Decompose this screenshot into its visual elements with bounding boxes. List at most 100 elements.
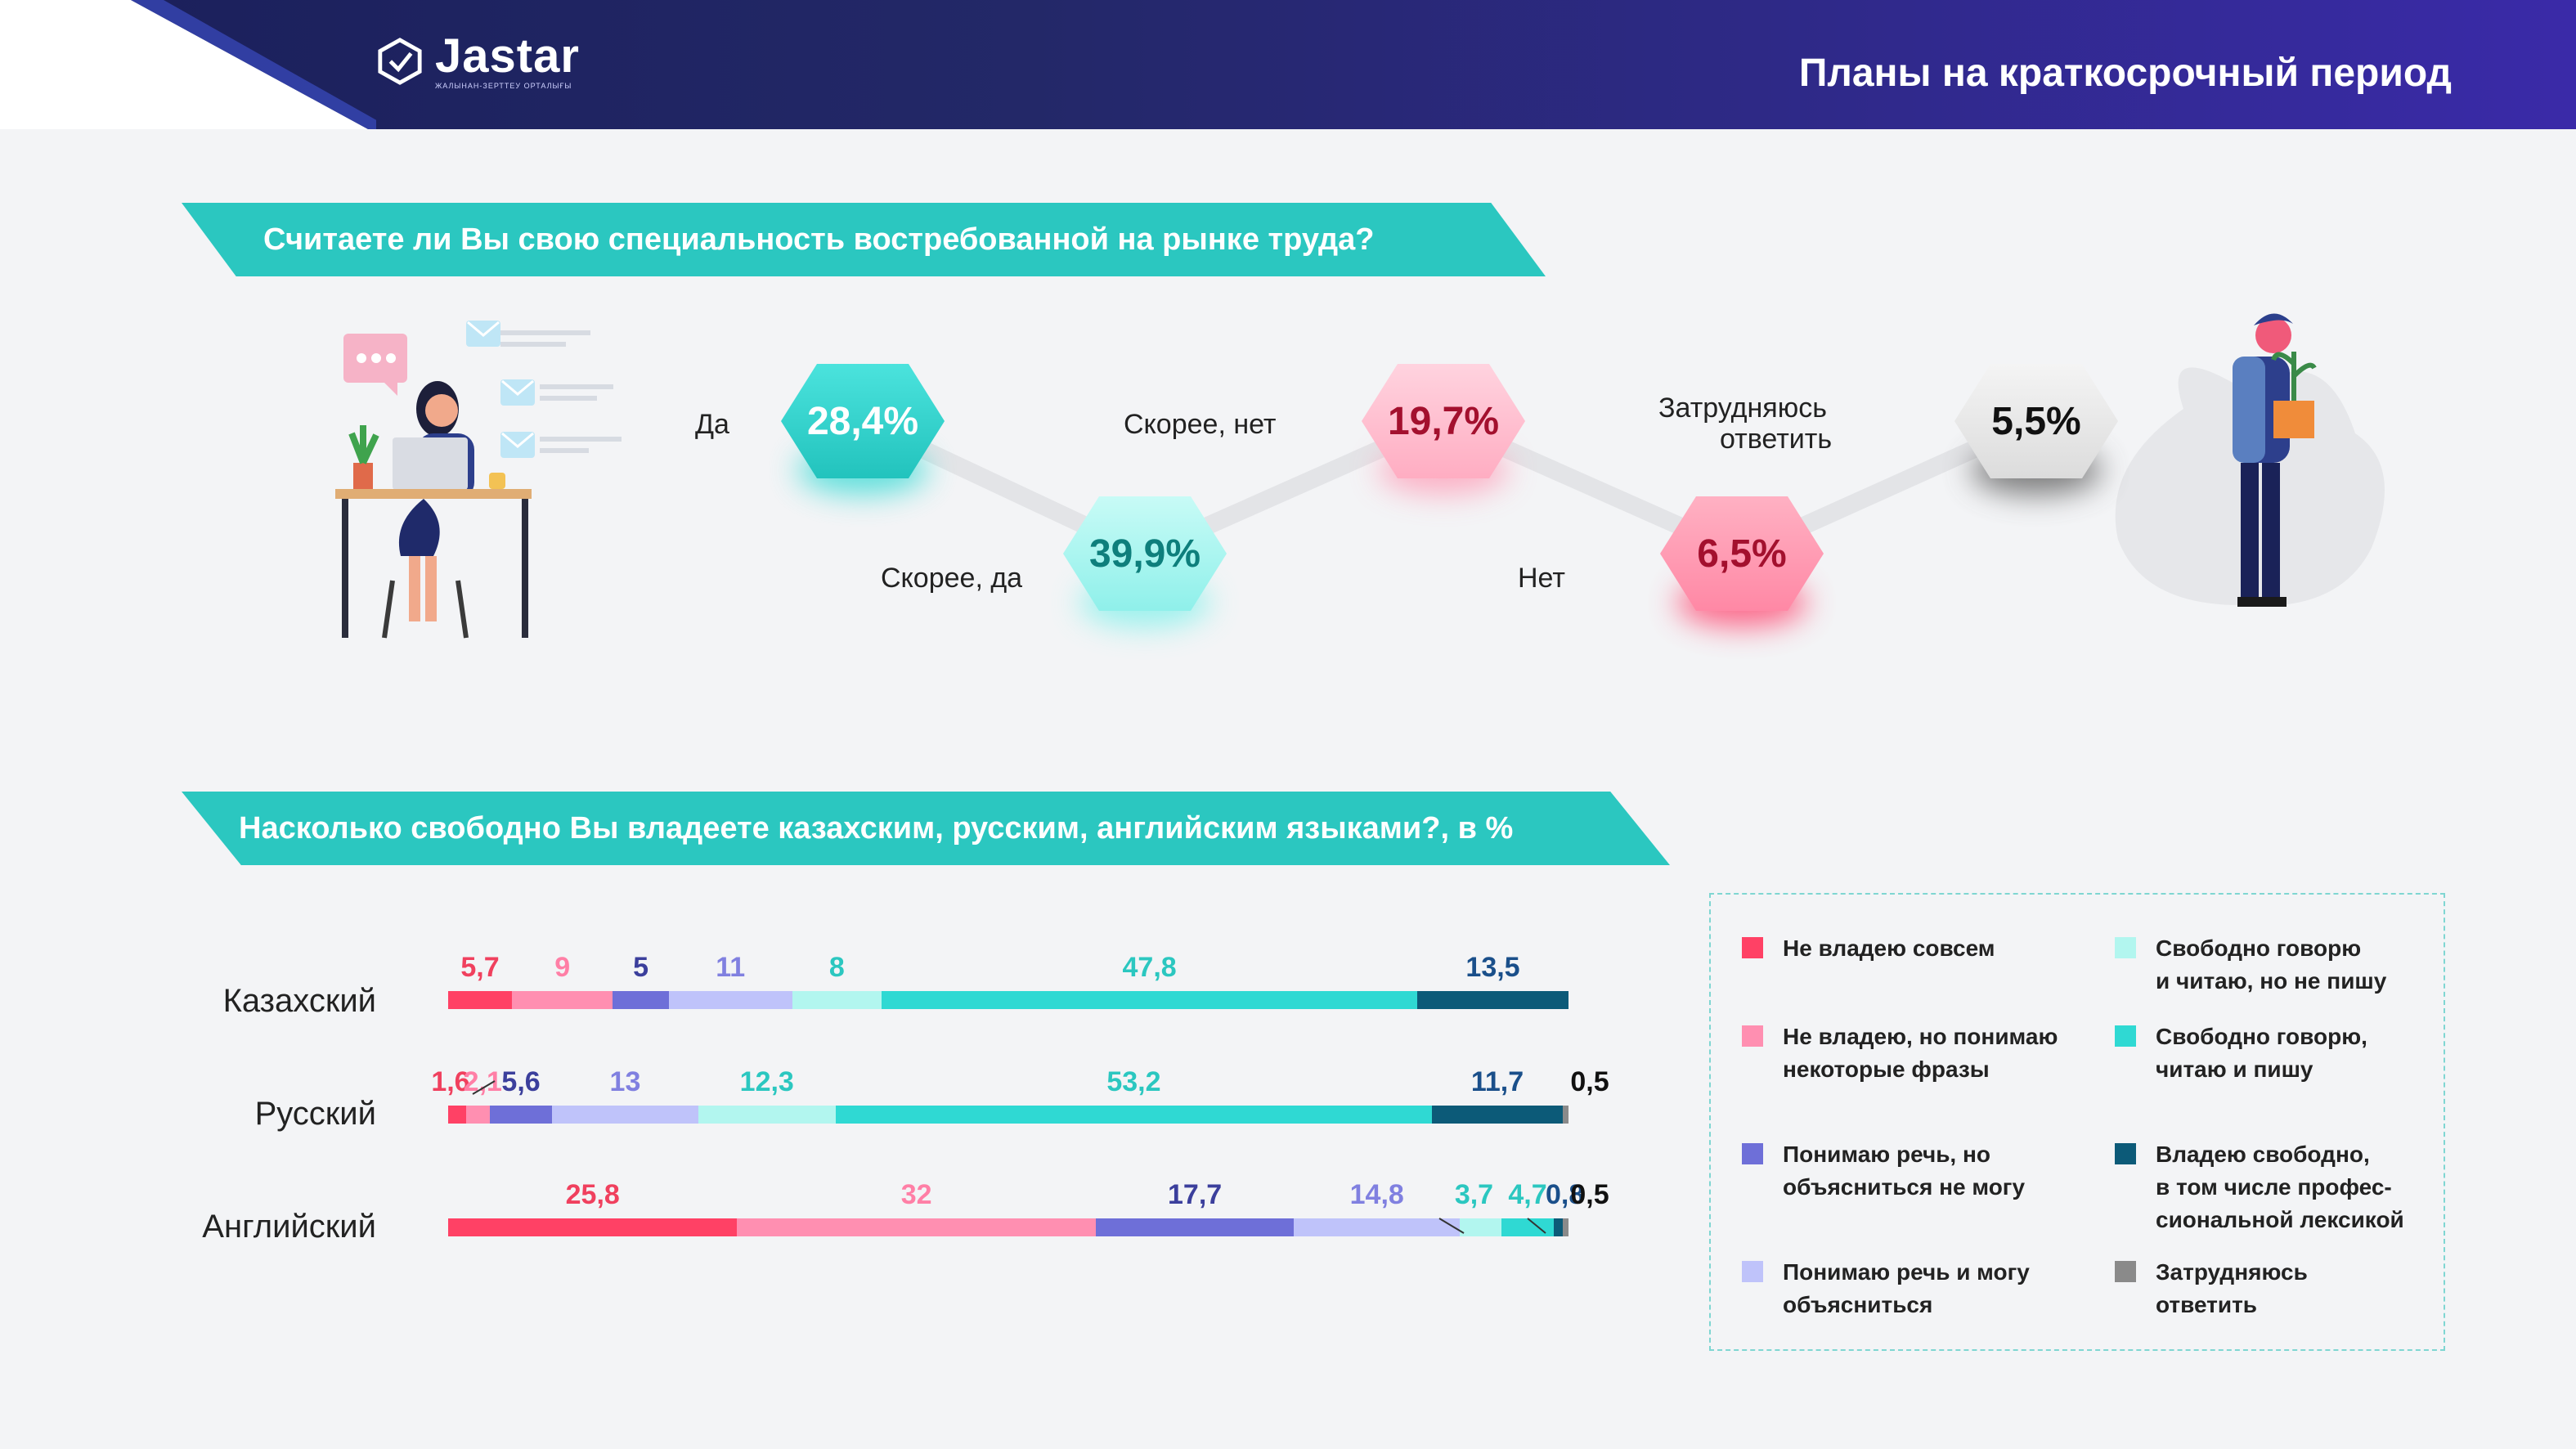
legend-label: Свободно говорю, читаю и пишу xyxy=(2156,1024,2367,1082)
legend-item-4: Свободно говорю и читаю, но не пишу xyxy=(2115,932,2386,998)
legend-label: Свободно говорю и читаю, но не пишу xyxy=(2156,935,2387,994)
legend-swatch xyxy=(1742,1025,1763,1047)
page-title: Планы на краткосрочный период xyxy=(1798,52,2452,95)
bar-value-label: 8 xyxy=(828,952,845,983)
bar-value-label: 3,7 xyxy=(1454,1179,1494,1210)
legend-item-3: Понимаю речь и могу объясниться xyxy=(1742,1256,2030,1321)
language-label-kazakh: Казахский xyxy=(222,983,376,1019)
value-no: 6,5% xyxy=(1697,532,1787,576)
brand-subtitle: ЖАЛЫНАН-ЗЕРТТЕУ ОРТАЛЫҒЫ xyxy=(435,82,572,90)
bar-segment xyxy=(1417,991,1568,1009)
bar-segment xyxy=(882,991,1418,1009)
bar-segment xyxy=(1460,1218,1501,1236)
bar-value-label: 13,5 xyxy=(1465,952,1520,983)
legend-item-2: Понимаю речь, но объясниться не могу xyxy=(1742,1138,2025,1204)
bar-value-label: 13 xyxy=(609,1066,641,1097)
legend-swatch xyxy=(2115,1261,2136,1282)
bar-value-label: 4,7 xyxy=(1508,1179,1547,1210)
legend-label: Не владею, но понимаю некоторые фразы xyxy=(1783,1024,2058,1082)
bar-value-label: 5 xyxy=(633,952,649,983)
question-2-band: Насколько свободно Вы владеете казахским… xyxy=(182,792,1670,865)
bar-segment xyxy=(512,991,613,1009)
label-rather-yes: Скорее, да xyxy=(881,563,1023,594)
gem-hard: 5,5% xyxy=(1954,364,2118,495)
bar-value-label: 25,8 xyxy=(565,1179,620,1210)
legend-label: Не владею совсем xyxy=(1783,935,1995,961)
header-bar: Jastar ЖАЛЫНАН-ЗЕРТТЕУ ОРТАЛЫҒЫ Планы на… xyxy=(0,0,2576,129)
legend-swatch xyxy=(2115,1025,2136,1047)
label-hard-line2: ответить xyxy=(1720,424,1833,455)
label-yes: Да xyxy=(695,409,729,440)
bar-segment xyxy=(448,1106,466,1124)
bar-value-label: 1,6 xyxy=(431,1066,470,1097)
bar-value-label: 5,6 xyxy=(501,1066,541,1097)
legend-label: Владею свободно, в том числе профес- сио… xyxy=(2156,1142,2404,1232)
question-2-text: Насколько свободно Вы владеете казахским… xyxy=(239,810,1514,846)
bar-segment xyxy=(552,1106,698,1124)
bar-value-label: 2,1 xyxy=(463,1066,502,1097)
bar-value-label: 17,7 xyxy=(1168,1179,1223,1210)
language-label-english: Английский xyxy=(202,1209,376,1245)
language-label-russian: Русский xyxy=(254,1096,376,1132)
bar-segment xyxy=(1563,1106,1568,1124)
bar-segment xyxy=(836,1106,1432,1124)
label-no: Нет xyxy=(1518,563,1565,594)
question-1-band: Считаете ли Вы свою специальность востре… xyxy=(182,203,1546,276)
bar-segment xyxy=(489,1106,553,1124)
legend-label: Затрудняюсь ответить xyxy=(2156,1259,2308,1317)
legend-item-5: Свободно говорю, читаю и пишу xyxy=(2115,1021,2367,1086)
woman-at-desk-illustration xyxy=(335,321,622,639)
bar-segment xyxy=(792,991,882,1009)
bar-value-label: 0,5 xyxy=(1570,1179,1609,1210)
bar-segment xyxy=(1563,1218,1568,1236)
legend-label: Понимаю речь, но объясниться не могу xyxy=(1783,1142,2026,1200)
bar-value-label: 0,5 xyxy=(1570,1066,1609,1097)
bar-value-label: 12,3 xyxy=(739,1066,794,1097)
bar-segment xyxy=(737,1218,1096,1236)
bar-value-label: 0,8 xyxy=(1546,1179,1585,1210)
question-1-text: Считаете ли Вы свою специальность востре… xyxy=(263,222,1375,257)
value-hard: 5,5% xyxy=(1991,399,2081,443)
gem-rather-no: 19,7% xyxy=(1362,364,1525,495)
label-hard-line1: Затрудняюсь xyxy=(1658,393,1827,424)
logo-icon xyxy=(378,38,422,85)
bar-segment xyxy=(1095,1218,1295,1236)
legend-swatch xyxy=(1742,1261,1763,1282)
bar-segment xyxy=(613,991,669,1009)
legend-item-0: Не владею совсем xyxy=(1742,932,1995,965)
value-rather-no: 19,7% xyxy=(1387,399,1500,443)
bar-segment xyxy=(1554,1218,1564,1236)
legend-item-6: Владею свободно, в том числе профес- сио… xyxy=(2115,1138,2404,1236)
legend-swatch xyxy=(2115,937,2136,958)
legend-box: Не владею совсем Не владею, но понимаю н… xyxy=(1709,893,2445,1351)
bar-value-label: 32 xyxy=(900,1179,932,1210)
bar-segment xyxy=(465,1106,490,1124)
man-with-plant-illustration xyxy=(2115,313,2385,607)
header-left-wedge xyxy=(0,0,376,129)
logo: Jastar ЖАЛЫНАН-ЗЕРТТЕУ ОРТАЛЫҒЫ xyxy=(376,33,580,90)
legend-swatch xyxy=(1742,1143,1763,1164)
legend-label: Понимаю речь и могу объясниться xyxy=(1783,1259,2030,1317)
bar-value-label: 14,8 xyxy=(1349,1179,1404,1210)
gem-yes: 28,4% xyxy=(781,364,945,495)
legend-swatch xyxy=(2115,1143,2136,1164)
legend-item-7: Затрудняюсь ответить xyxy=(2115,1256,2308,1321)
legend-item-1: Не владею, но понимаю некоторые фразы xyxy=(1742,1021,2058,1086)
bar-segment xyxy=(698,1106,836,1124)
bar-value-label: 11 xyxy=(716,952,746,983)
bar-value-label: 9 xyxy=(554,952,571,983)
value-yes: 28,4% xyxy=(806,399,919,443)
gem-no: 6,5% xyxy=(1660,496,1824,627)
label-rather-no: Скорее, нет xyxy=(1124,409,1277,440)
bar-value-label: 53,2 xyxy=(1106,1066,1161,1097)
bar-segment xyxy=(448,991,513,1009)
bar-segment xyxy=(1294,1218,1461,1236)
gem-rather-yes: 39,9% xyxy=(1063,496,1227,627)
value-rather-yes: 39,9% xyxy=(1088,532,1201,576)
bar-segment xyxy=(668,991,792,1009)
bar-value-label: 5,7 xyxy=(460,952,500,983)
bar-value-label: 47,8 xyxy=(1122,952,1177,983)
brand-name: Jastar xyxy=(435,29,580,83)
legend-swatch xyxy=(1742,937,1763,958)
